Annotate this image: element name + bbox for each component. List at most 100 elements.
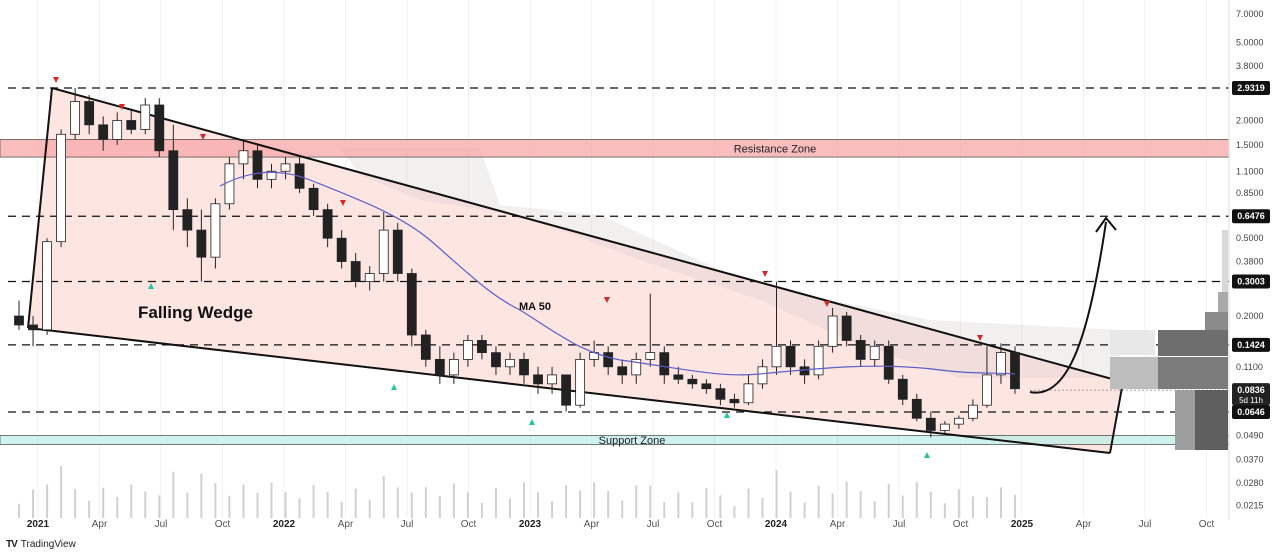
candle-body bbox=[505, 359, 515, 368]
x-tick-label: Oct bbox=[1199, 519, 1215, 530]
candle-body bbox=[392, 229, 403, 274]
volume-bar bbox=[186, 492, 189, 518]
volume-bar bbox=[635, 485, 638, 518]
candle-body bbox=[982, 374, 992, 406]
bottom-marker-icon bbox=[529, 419, 535, 425]
candle-body bbox=[336, 237, 347, 262]
candle-body bbox=[154, 104, 165, 152]
top-marker-icon bbox=[340, 200, 346, 206]
x-axis-ticks: 2021 Apr Jul Oct 2022 Apr Jul Oct 2023 Apr Jul Oct 2… bbox=[27, 519, 1215, 530]
y-tick-label: 1.1000 bbox=[1236, 166, 1264, 176]
volume-bar bbox=[480, 502, 483, 518]
bottom-marker-icon bbox=[148, 283, 154, 289]
wedge-left-edge bbox=[27, 87, 53, 329]
volume-bar bbox=[565, 485, 568, 518]
candle-body bbox=[420, 334, 431, 360]
candle-body bbox=[56, 133, 66, 243]
candle-body bbox=[322, 209, 333, 239]
volume-bar bbox=[312, 485, 315, 518]
y-tick-label: 0.8500 bbox=[1236, 188, 1264, 198]
volume-bar bbox=[466, 492, 469, 518]
candle-body bbox=[673, 374, 684, 380]
candlestick-series bbox=[14, 88, 1020, 438]
candle-body bbox=[252, 150, 263, 180]
price-level-tag-text: 0.6476 bbox=[1237, 211, 1265, 221]
volume-bar bbox=[452, 483, 455, 518]
candle-body bbox=[547, 374, 557, 385]
current-price-text: 0.0836 bbox=[1237, 385, 1265, 395]
volume-bar bbox=[719, 495, 722, 518]
candle-body bbox=[477, 340, 487, 354]
volume-bar bbox=[999, 487, 1002, 518]
y-tick-label: 3.8000 bbox=[1236, 61, 1264, 71]
top-marker-icon bbox=[824, 301, 830, 307]
y-tick-label: 0.0370 bbox=[1236, 454, 1264, 464]
volume-bar bbox=[621, 500, 624, 518]
volume-bar bbox=[803, 502, 806, 518]
y-tick-label: 0.0215 bbox=[1236, 500, 1264, 510]
volume-bar bbox=[326, 491, 329, 518]
candle-body bbox=[939, 423, 950, 431]
x-tick-label: 2022 bbox=[273, 519, 296, 530]
volume-bar bbox=[508, 498, 511, 518]
volume-bar bbox=[943, 503, 946, 518]
pattern-label: Falling Wedge bbox=[138, 303, 253, 322]
candle-body bbox=[238, 150, 249, 165]
volume-bar bbox=[691, 502, 694, 518]
volume-bar bbox=[438, 496, 441, 518]
candle-body bbox=[855, 340, 866, 360]
candle-body bbox=[968, 404, 978, 419]
resistance-zone-label: Resistance Zone bbox=[734, 143, 817, 155]
candle-body bbox=[491, 352, 501, 368]
x-tick-label: Jul bbox=[155, 519, 168, 530]
ma-50-line bbox=[219, 171, 1016, 376]
top-marker-icon bbox=[200, 134, 206, 140]
candle-body bbox=[280, 163, 291, 172]
arrow-head-icon bbox=[1095, 216, 1117, 233]
tradingview-brand: TV TradingView bbox=[6, 539, 76, 550]
x-tick-label: 2025 bbox=[1011, 519, 1034, 530]
candle-body bbox=[813, 345, 824, 376]
candle-body bbox=[140, 104, 151, 130]
resistance-zone bbox=[0, 139, 1230, 158]
candle-body bbox=[84, 101, 95, 126]
volume-bar bbox=[663, 502, 666, 518]
candle-body bbox=[631, 359, 642, 376]
price-level-tag bbox=[1232, 209, 1270, 224]
swing-markers bbox=[53, 77, 983, 458]
volume-bar bbox=[284, 492, 287, 518]
candle-body bbox=[785, 345, 796, 368]
volume-bar bbox=[354, 488, 357, 518]
volume-bar bbox=[270, 482, 273, 518]
x-tick-label: Oct bbox=[953, 519, 969, 530]
volume-bar bbox=[158, 495, 161, 518]
volume-bar bbox=[144, 491, 147, 518]
volume-bar bbox=[424, 487, 427, 518]
top-marker-icon bbox=[977, 335, 983, 341]
price-level-tag-text: 0.1424 bbox=[1237, 340, 1265, 350]
projection-arrow bbox=[1029, 221, 1107, 394]
x-tick-label: Oct bbox=[707, 519, 723, 530]
volume-profile bbox=[1110, 230, 1228, 450]
candle-body bbox=[448, 359, 459, 376]
volume-bar bbox=[845, 481, 848, 518]
x-tick-label: Apr bbox=[1076, 519, 1092, 530]
volume-bar bbox=[775, 470, 778, 518]
candle-body bbox=[799, 366, 810, 376]
wedge-upper-line bbox=[51, 87, 1124, 383]
volume-bar bbox=[733, 506, 736, 518]
price-level-tag bbox=[1232, 274, 1270, 289]
candle-body bbox=[841, 315, 852, 341]
volume-bar bbox=[873, 501, 876, 518]
candle-body bbox=[561, 374, 571, 406]
candle-body bbox=[603, 352, 614, 368]
volume-bar bbox=[677, 492, 680, 518]
candle-body bbox=[715, 388, 726, 400]
candle-body bbox=[743, 383, 754, 404]
brand-name: TradingView bbox=[20, 539, 76, 550]
volume-bar bbox=[929, 491, 932, 518]
bottom-marker-icon bbox=[391, 384, 397, 390]
x-tick-label: Apr bbox=[830, 519, 846, 530]
y-tick-label: 2.0000 bbox=[1236, 115, 1264, 125]
